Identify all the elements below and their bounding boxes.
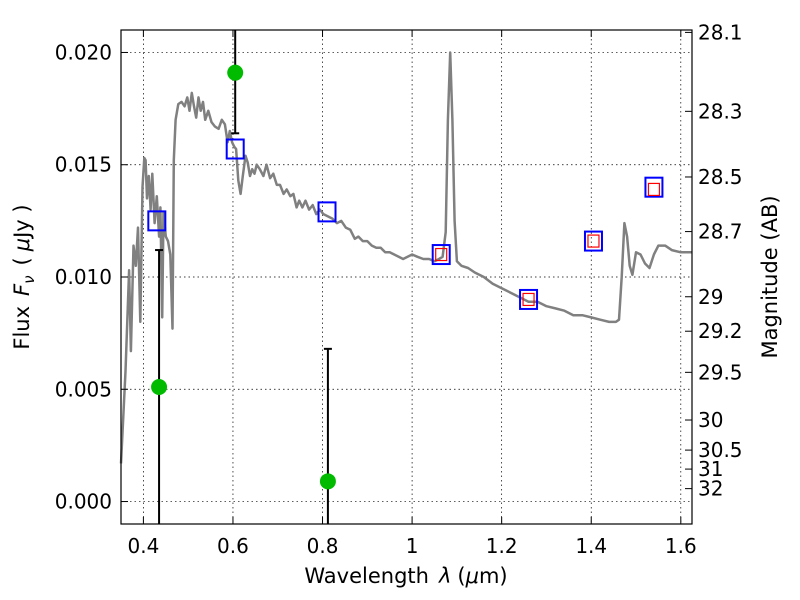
model-photometry-box (431, 244, 451, 266)
axis-ticks: 0.4 0.6 0.8 1 1.2 1.4 1.6 0.000 0.005 0.010 0.015 0… (55, 20, 743, 558)
y2-tick-label: 28.3 (698, 99, 743, 123)
y2-tick-label: 29 (698, 285, 723, 309)
model-photometry-box (225, 138, 245, 160)
grid-lines (121, 30, 692, 524)
observed-flux-point (227, 64, 244, 81)
y2-tick-label: 32 (698, 477, 723, 501)
sed-model-line (119, 51, 692, 464)
y-axis-title: FluxFν(μJy ) (10, 204, 38, 349)
x-tick-label: 1.6 (665, 534, 697, 558)
y-tick-label: 0.005 (55, 377, 112, 401)
x-axis-title: Wavelength λ (μm) (304, 564, 507, 588)
model-photometry-box (317, 201, 337, 223)
y2-axis-title: Magnitude (AB) (758, 195, 782, 358)
observed-flux-point (435, 247, 448, 262)
observed-flux-point (647, 182, 661, 197)
observed-flux-point (319, 473, 336, 490)
y-tick-label: 0.000 (55, 490, 112, 514)
x-tick-label: 0.8 (307, 534, 339, 558)
observed-flux-point (587, 234, 600, 248)
y2-tick-label: 28.7 (698, 220, 743, 244)
plot-area (119, 30, 692, 524)
y2-tick-label: 28.5 (698, 165, 743, 189)
model-photometry-boxes (147, 138, 664, 310)
x-tick-label: 0.6 (217, 534, 249, 558)
y2-tick-label: 31 (698, 457, 723, 481)
y-tick-label: 0.010 (55, 265, 112, 289)
y2-tick-label: 28.1 (698, 20, 743, 44)
observed-photometry (151, 64, 661, 490)
x-tick-label: 0.4 (127, 534, 159, 558)
x-tick-label: 1.4 (575, 534, 607, 558)
model-photometry-box (583, 230, 603, 252)
model-photometry-box (519, 288, 539, 310)
y2-tick-label: 30.5 (698, 438, 743, 462)
x-tick-label: 1.2 (486, 534, 518, 558)
y-tick-label: 0.020 (55, 40, 112, 64)
model-photometry-box (644, 176, 664, 198)
observed-flux-point (151, 379, 168, 396)
y2-tick-label: 29.2 (698, 319, 743, 343)
y2-tick-label: 29.5 (698, 360, 743, 384)
y-tick-label: 0.015 (55, 153, 112, 177)
observed-flux-point (522, 292, 535, 307)
model-photometry-box (147, 210, 167, 232)
x-tick-label: 1 (406, 534, 419, 558)
y2-tick-label: 30 (698, 408, 723, 432)
